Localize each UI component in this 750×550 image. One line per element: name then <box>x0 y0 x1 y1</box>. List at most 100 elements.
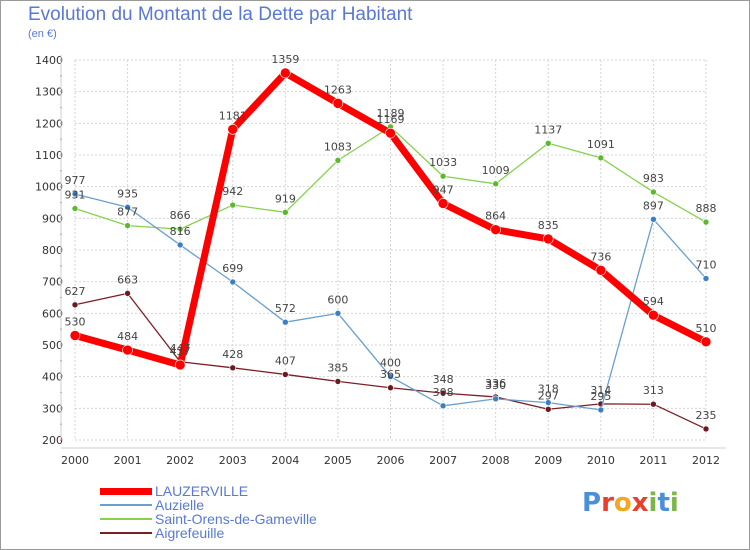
data-point <box>124 222 131 229</box>
data-label: 308 <box>433 386 454 399</box>
data-point <box>282 209 289 216</box>
data-label: 313 <box>643 384 664 397</box>
data-label: 866 <box>170 209 191 222</box>
series-lines <box>69 67 712 433</box>
data-point <box>176 241 184 249</box>
chart-unit: (en €) <box>28 28 57 40</box>
grid <box>74 59 707 441</box>
x-tick-label: 2012 <box>692 454 720 467</box>
data-label: 365 <box>380 368 401 381</box>
data-point <box>385 127 396 139</box>
data-point <box>334 310 342 317</box>
data-label: 977 <box>65 174 86 187</box>
data-label: 385 <box>327 361 348 374</box>
data-label: 1091 <box>587 138 615 151</box>
data-point <box>702 425 710 433</box>
legend-swatch <box>100 488 152 495</box>
data-label: 314 <box>590 384 611 397</box>
data-point <box>437 198 449 209</box>
y-tick-label: 1300 <box>35 86 63 99</box>
data-label: 407 <box>275 354 296 367</box>
legend-label: LAUZERVILLE <box>155 483 249 499</box>
y-tick-label: 1000 <box>35 181 63 194</box>
x-tick-label: 2003 <box>219 454 247 467</box>
data-label: 447 <box>170 342 191 355</box>
data-label: 1263 <box>324 83 352 96</box>
data-point <box>702 275 710 282</box>
data-label: 400 <box>380 357 401 370</box>
data-label: 600 <box>327 293 348 306</box>
x-tick-label: 2000 <box>61 454 89 467</box>
data-point <box>542 233 554 245</box>
y-tick-label: 400 <box>42 371 63 384</box>
data-label: 877 <box>117 206 138 219</box>
x-tick-label: 2011 <box>639 454 667 467</box>
axes: 200 300 400 500 600 700 800 900 1000 1100 1200 1300… <box>35 54 726 467</box>
data-label: 572 <box>275 302 296 315</box>
data-point <box>544 399 552 406</box>
data-label: 1189 <box>377 107 405 120</box>
x-tick-label: 2007 <box>429 454 457 467</box>
legend-swatch <box>100 518 152 520</box>
data-label: 942 <box>222 185 243 198</box>
data-label: 931 <box>65 189 86 202</box>
data-point <box>544 405 552 413</box>
legend-swatch <box>100 504 152 506</box>
data-point <box>387 384 394 392</box>
data-label: 864 <box>485 210 506 223</box>
data-label: 1033 <box>429 156 457 169</box>
data-point <box>334 378 342 385</box>
chart-title: Evolution du Montant de la Dette par Hab… <box>28 4 413 25</box>
data-point <box>650 188 657 196</box>
data-point <box>229 201 237 209</box>
y-tick-label: 700 <box>42 276 63 289</box>
data-point <box>700 336 712 348</box>
x-tick-label: 2001 <box>114 454 142 467</box>
data-point <box>595 264 607 276</box>
data-label: 1169 <box>377 113 405 126</box>
data-point <box>227 124 239 135</box>
y-tick-label: 1100 <box>35 149 63 162</box>
data-point <box>229 364 237 372</box>
data-label: 710 <box>696 259 717 272</box>
data-point <box>332 98 344 109</box>
line-chart: 200 300 400 500 600 700 800 900 1000 1100 1200 1300… <box>35 53 726 467</box>
data-labels: 530 484 437 1181 1359 1263 1169 947 864 835 736 594… <box>65 53 717 422</box>
data-label: 835 <box>538 219 559 232</box>
y-tick-label: 300 <box>42 402 63 415</box>
data-point <box>71 190 79 198</box>
data-label: 816 <box>170 225 191 238</box>
data-point <box>71 301 79 309</box>
data-point <box>439 172 447 180</box>
x-tick-label: 2010 <box>587 454 615 467</box>
data-point <box>334 157 342 164</box>
data-label: 484 <box>117 330 138 343</box>
legend-label: Saint-Orens-de-Gameville <box>155 511 317 527</box>
data-label: 897 <box>643 199 664 212</box>
data-label: 318 <box>538 383 559 396</box>
data-point <box>439 389 447 397</box>
y-tick-label: 800 <box>42 244 63 257</box>
data-label: 297 <box>538 389 559 402</box>
data-label: 1359 <box>271 53 299 66</box>
data-point <box>597 154 605 162</box>
data-point <box>282 371 289 378</box>
data-label: 1181 <box>219 109 247 122</box>
x-tick-label: 2002 <box>166 454 194 467</box>
x-tick-label: 2006 <box>377 454 405 467</box>
data-point <box>387 373 394 380</box>
data-point <box>439 402 447 410</box>
data-point <box>71 205 79 212</box>
data-point <box>122 344 133 356</box>
y-tick-label: 600 <box>42 307 63 320</box>
x-tick-label: 2009 <box>534 454 562 467</box>
data-label: 235 <box>696 409 717 422</box>
data-label: 1009 <box>482 164 510 177</box>
data-label: 699 <box>222 262 243 275</box>
data-label: 947 <box>433 183 454 196</box>
data-label: 983 <box>643 172 664 185</box>
data-label: 530 <box>65 316 86 329</box>
data-label: 295 <box>590 390 611 403</box>
data-point <box>702 218 710 226</box>
y-tick-label: 1200 <box>35 117 63 130</box>
